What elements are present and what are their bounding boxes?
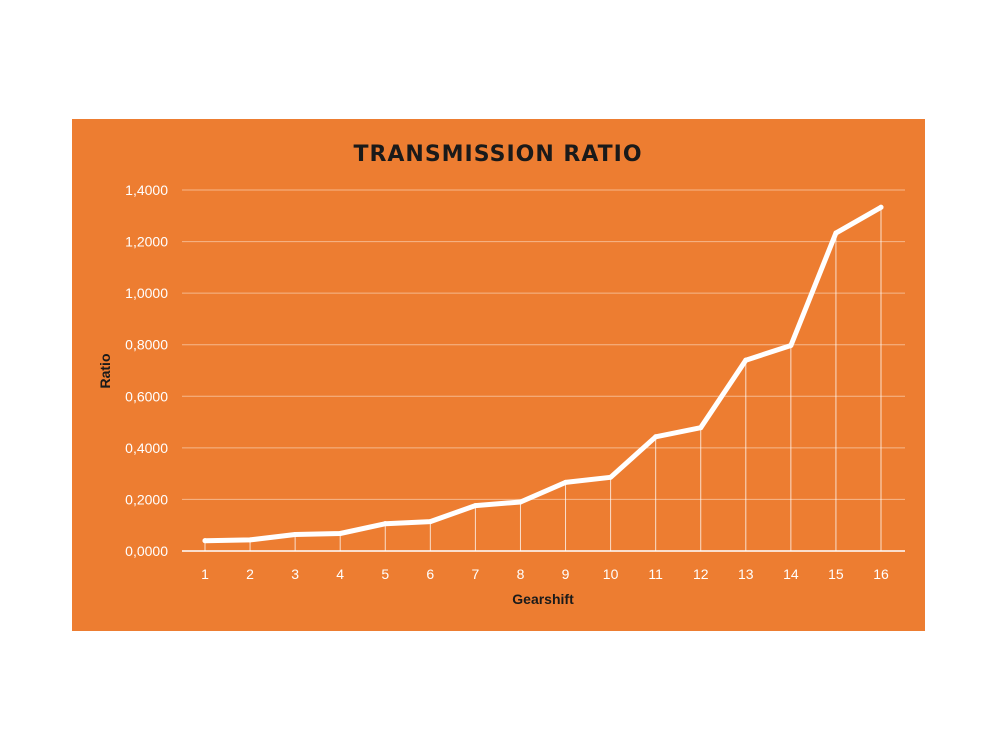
data-point [608, 474, 614, 480]
chart-title: TRANSMISSION RATIO [353, 142, 642, 167]
x-tick-label: 1 [201, 566, 209, 582]
y-tick-label: 0,2000 [125, 491, 168, 507]
x-tick-label: 16 [873, 566, 889, 582]
y-tick-label: 0,8000 [125, 337, 168, 353]
data-point [833, 230, 839, 236]
y-tick-label: 0,4000 [125, 440, 168, 456]
y-tick-labels: 0,0000 0,2000 0,4000 0,6000 0,8000 1,0000 1,20… [125, 182, 168, 559]
drop-lines [204, 207, 882, 551]
data-point [698, 425, 704, 431]
y-axis-label: Ratio [97, 354, 113, 389]
data-point [337, 530, 343, 536]
y-tick-label: 0,0000 [125, 543, 168, 559]
y-tick-label: 1,4000 [125, 182, 168, 198]
x-tick-label: 11 [648, 566, 663, 582]
data-point [427, 519, 433, 525]
x-tick-label: 15 [828, 566, 844, 582]
x-tick-label: 9 [562, 566, 570, 582]
x-axis-label: Gearshift [512, 591, 574, 607]
x-tick-label: 10 [603, 566, 619, 582]
x-tick-label: 6 [426, 566, 434, 582]
y-tick-label: 1,0000 [125, 285, 168, 301]
y-tick-label: 0,6000 [125, 388, 168, 404]
x-tick-label: 4 [336, 566, 344, 582]
x-tick-label: 14 [783, 566, 799, 582]
x-tick-label: 13 [738, 566, 754, 582]
data-point [743, 357, 749, 363]
data-point [788, 342, 794, 348]
y-tick-label: 1,2000 [125, 234, 168, 250]
grid-lines [182, 189, 905, 500]
data-point [247, 537, 253, 543]
data-point [292, 531, 298, 537]
series-layer [202, 204, 884, 544]
data-point [472, 503, 478, 509]
x-tick-label: 12 [693, 566, 709, 582]
data-point [653, 434, 659, 440]
series-line [202, 204, 884, 544]
data-point [563, 479, 569, 485]
x-tick-label: 2 [246, 566, 254, 582]
data-point [382, 521, 388, 527]
x-tick-label: 7 [472, 566, 480, 582]
x-tick-label: 3 [291, 566, 299, 582]
x-tick-label: 5 [381, 566, 389, 582]
data-point [202, 538, 208, 544]
data-point [517, 499, 523, 505]
x-tick-labels: 1 2 3 4 5 6 7 8 9 10 11 12 13 14 15 16 [201, 566, 889, 582]
chart-background [72, 119, 925, 631]
data-point [878, 204, 884, 210]
x-tick-label: 8 [517, 566, 525, 582]
